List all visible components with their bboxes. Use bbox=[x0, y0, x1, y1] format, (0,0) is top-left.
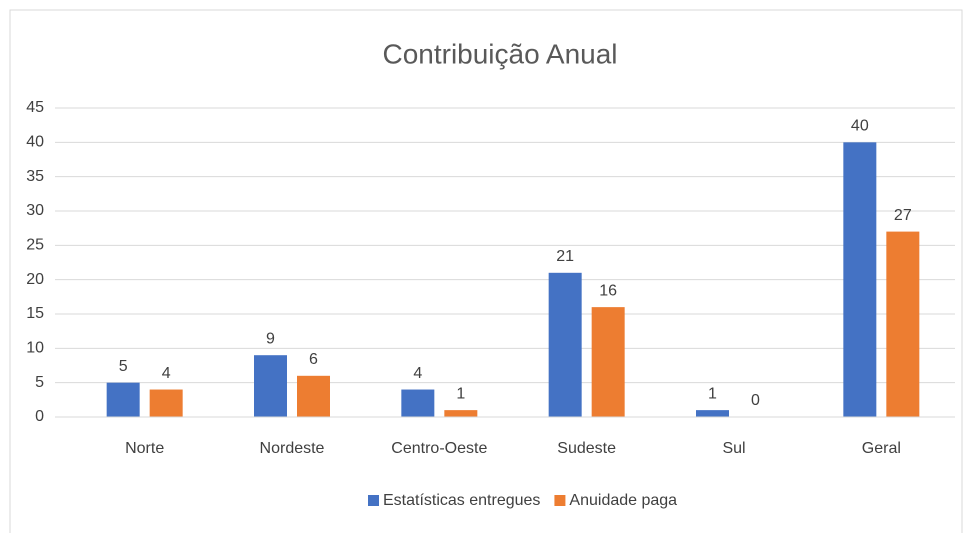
x-tick-label: Sudeste bbox=[557, 440, 616, 457]
y-tick-label: 0 bbox=[35, 408, 44, 425]
y-tick-label: 10 bbox=[26, 340, 44, 357]
y-tick-label: 25 bbox=[26, 237, 44, 254]
data-label: 0 bbox=[751, 392, 760, 409]
bar bbox=[591, 307, 625, 417]
legend-label: Anuidade paga bbox=[569, 492, 677, 509]
data-label: 27 bbox=[894, 207, 912, 224]
y-tick-label: 35 bbox=[26, 168, 44, 185]
bar bbox=[106, 382, 140, 417]
bar bbox=[149, 389, 183, 417]
bar bbox=[886, 231, 920, 417]
legend-swatch bbox=[368, 495, 379, 506]
chart-border bbox=[9, 9, 963, 533]
bar bbox=[444, 410, 478, 417]
legend-label: Estatísticas entregues bbox=[383, 492, 540, 509]
data-label: 4 bbox=[413, 365, 422, 382]
y-tick-label: 40 bbox=[26, 134, 44, 151]
y-tick-label: 20 bbox=[26, 271, 44, 288]
data-label: 21 bbox=[556, 248, 574, 265]
y-tick-label: 45 bbox=[26, 99, 44, 116]
bar bbox=[297, 375, 330, 417]
x-tick-label: Centro-Oeste bbox=[391, 440, 487, 457]
bar bbox=[254, 355, 287, 417]
bar bbox=[696, 410, 729, 417]
data-label: 4 bbox=[162, 365, 171, 382]
data-label: 9 bbox=[266, 330, 275, 347]
legend-swatch bbox=[554, 495, 566, 506]
data-label: 5 bbox=[119, 358, 128, 375]
data-label: 1 bbox=[708, 385, 717, 402]
x-tick-label: Norte bbox=[125, 440, 164, 457]
x-tick-label: Geral bbox=[862, 440, 901, 457]
x-tick-label: Nordeste bbox=[260, 440, 325, 457]
data-label: 16 bbox=[599, 282, 617, 299]
bar bbox=[843, 142, 877, 418]
y-tick-label: 5 bbox=[35, 374, 44, 391]
x-tick-label: Sul bbox=[722, 440, 745, 457]
bar bbox=[548, 272, 582, 417]
data-label: 1 bbox=[456, 385, 465, 402]
y-tick-label: 30 bbox=[26, 202, 44, 219]
data-label: 40 bbox=[851, 118, 869, 135]
data-label: 6 bbox=[309, 351, 318, 368]
chart-title: Contribuição Anual bbox=[382, 38, 617, 69]
y-tick-label: 15 bbox=[26, 305, 44, 322]
bar bbox=[401, 389, 435, 417]
